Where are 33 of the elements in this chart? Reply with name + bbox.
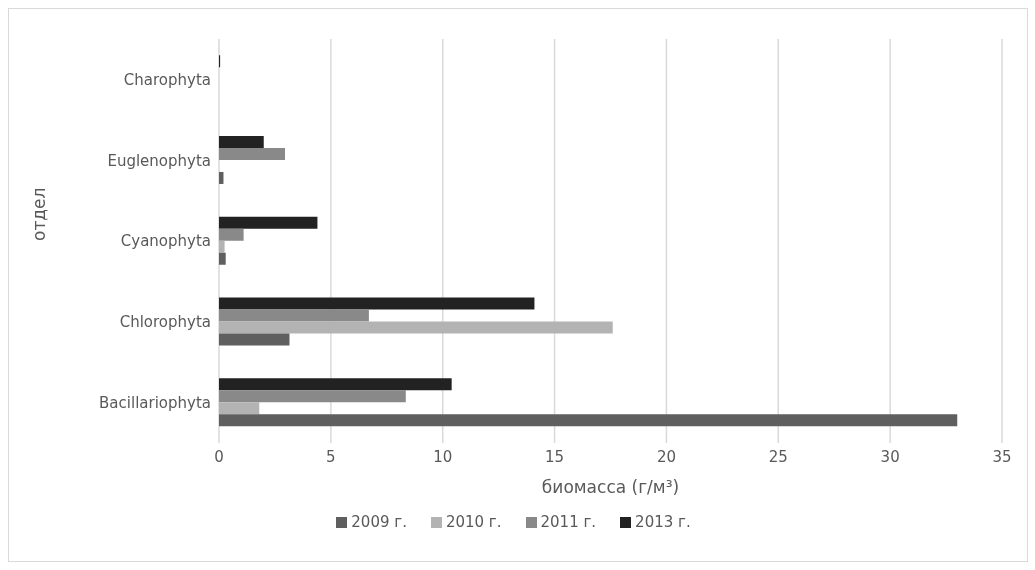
x-tick-label: 30 [880, 447, 900, 466]
y-tick-label: Cyanophyta [120, 232, 211, 251]
legend-label: 2009 г. [351, 513, 407, 531]
bar [219, 390, 406, 403]
bar [219, 414, 958, 427]
x-tick-label: 35 [992, 447, 1012, 466]
bar [219, 135, 264, 148]
bar [219, 297, 535, 310]
legend-label: 2013 г. [635, 513, 691, 531]
bar [219, 402, 260, 415]
x-axis-title: биомасса (г/м³) [541, 477, 680, 497]
bar [219, 147, 285, 160]
x-tick-label: 25 [768, 447, 788, 466]
x-tick-label: 10 [433, 447, 453, 466]
x-tick-label: 5 [326, 447, 336, 466]
bar [219, 216, 318, 229]
bar [219, 252, 226, 265]
y-axis-title: отдел [29, 187, 50, 241]
x-tick-label: 15 [545, 447, 565, 466]
y-tick-label: Charophyta [123, 70, 211, 89]
bar [219, 309, 369, 322]
bar [219, 378, 452, 391]
legend-label: 2010 г. [445, 513, 502, 531]
bar [219, 333, 290, 346]
y-tick-label: Euglenophyta [107, 151, 211, 170]
legend-label: 2011 г. [540, 513, 597, 531]
y-tick-label: Bacillariophyta [99, 393, 211, 412]
bar [219, 240, 225, 253]
bar [219, 228, 244, 241]
bar [219, 321, 613, 334]
y-tick-label: Chlorophyta [119, 313, 211, 332]
x-tick-label: 0 [214, 447, 224, 466]
x-tick-label: 20 [656, 447, 676, 466]
